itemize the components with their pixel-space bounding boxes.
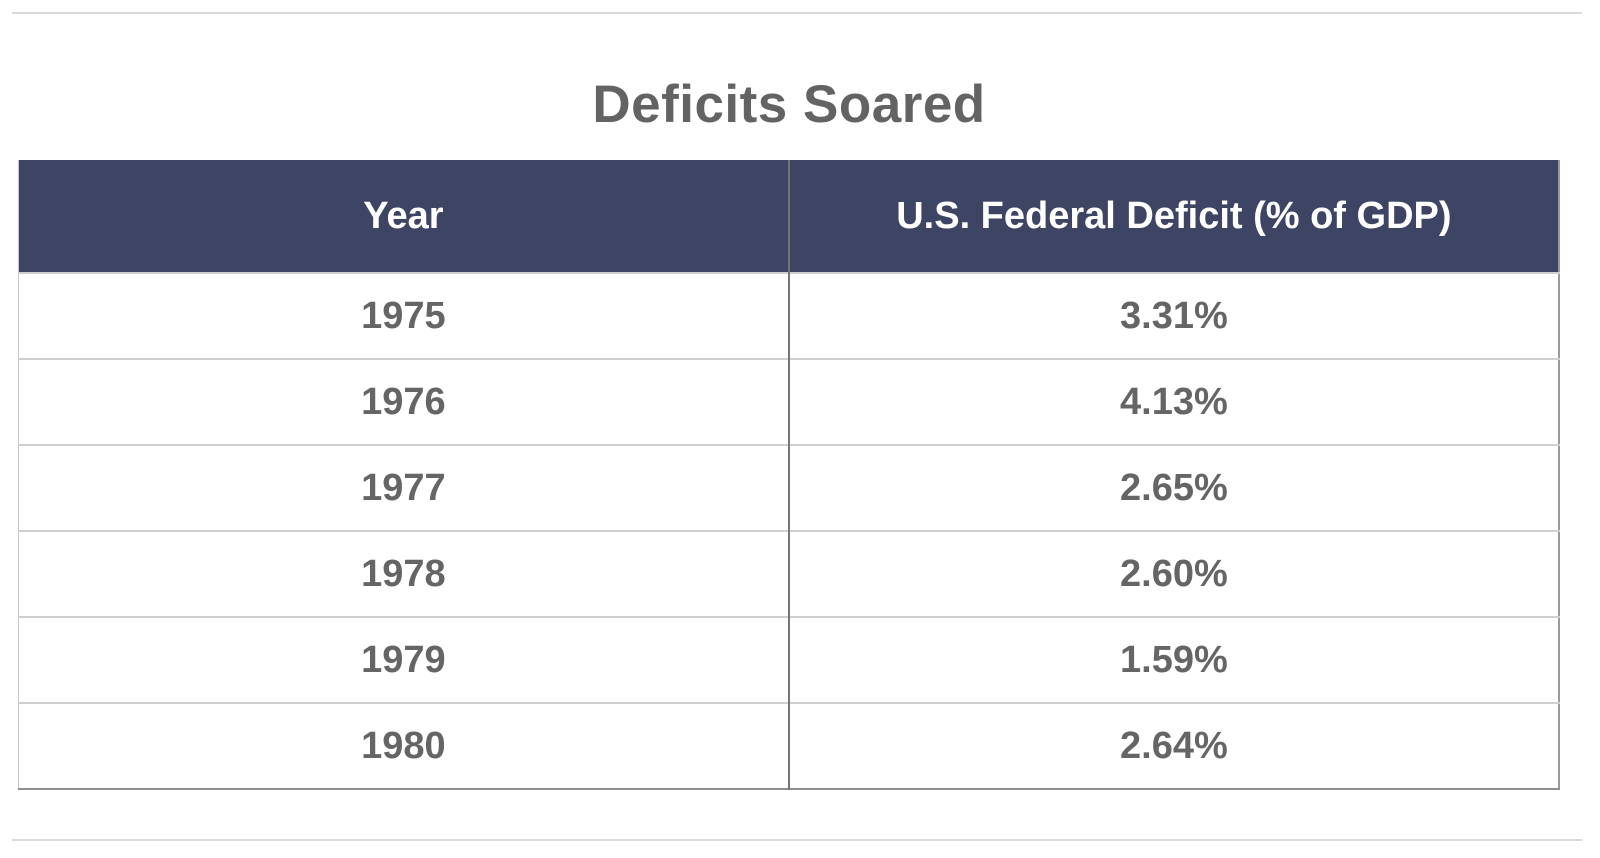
table-header-row: Year U.S. Federal Deficit (% of GDP) xyxy=(18,160,1559,273)
table-body: 1975 3.31% 1976 4.13% 1977 2.65% 1978 2.60% 1979… xyxy=(18,272,1559,789)
table-row: 1976 4.13% xyxy=(18,358,1559,445)
year-cell: 1979 xyxy=(18,616,790,703)
year-cell: 1977 xyxy=(18,444,790,531)
deficit-cell: 4.13% xyxy=(788,358,1559,445)
table-header: Year U.S. Federal Deficit (% of GDP) xyxy=(18,160,1559,273)
table-row: 1975 3.31% xyxy=(18,272,1559,359)
year-cell: 1978 xyxy=(18,530,790,617)
column-header-deficit: U.S. Federal Deficit (% of GDP) xyxy=(788,160,1559,273)
page-title: Deficits Soared xyxy=(592,75,986,134)
year-cell: 1976 xyxy=(18,358,790,445)
year-cell: 1975 xyxy=(18,272,790,359)
column-header-year: Year xyxy=(18,160,790,273)
table-row: 1977 2.65% xyxy=(18,444,1559,531)
top-divider-rule xyxy=(12,12,1582,14)
deficit-cell: 2.64% xyxy=(788,702,1559,789)
year-cell: 1980 xyxy=(18,702,790,789)
table-row: 1979 1.59% xyxy=(18,616,1559,703)
bottom-divider-rule xyxy=(12,839,1582,841)
deficit-cell: 2.65% xyxy=(788,444,1559,531)
deficit-cell: 2.60% xyxy=(788,530,1559,617)
deficit-cell: 3.31% xyxy=(788,272,1559,359)
deficit-cell: 1.59% xyxy=(788,616,1559,703)
table-row: 1980 2.64% xyxy=(18,702,1559,789)
table-row: 1978 2.60% xyxy=(18,530,1559,617)
deficits-table: Year U.S. Federal Deficit (% of GDP) 197… xyxy=(18,160,1560,790)
